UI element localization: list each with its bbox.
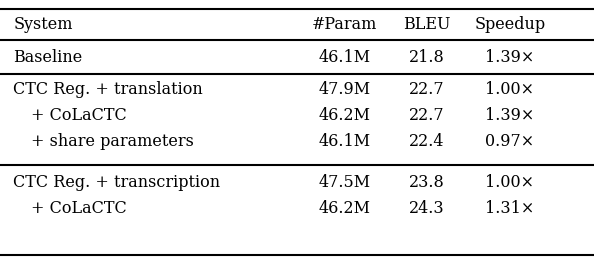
Text: 47.5M: 47.5M <box>318 174 371 191</box>
Text: System: System <box>13 16 72 33</box>
Text: + share parameters: + share parameters <box>31 133 194 150</box>
Text: 1.31×: 1.31× <box>485 200 535 217</box>
Text: 46.1M: 46.1M <box>318 49 371 66</box>
Text: 22.7: 22.7 <box>409 81 445 98</box>
Text: 1.39×: 1.39× <box>485 107 535 124</box>
Text: 46.2M: 46.2M <box>318 107 370 124</box>
Text: CTC Reg. + transcription: CTC Reg. + transcription <box>13 174 220 191</box>
Text: 1.00×: 1.00× <box>485 81 535 98</box>
Text: CTC Reg. + translation: CTC Reg. + translation <box>13 81 203 98</box>
Text: 1.00×: 1.00× <box>485 174 535 191</box>
Text: 23.8: 23.8 <box>409 174 445 191</box>
Text: 46.2M: 46.2M <box>318 200 370 217</box>
Text: Baseline: Baseline <box>13 49 83 66</box>
Text: #Param: #Param <box>312 16 377 33</box>
Text: 47.9M: 47.9M <box>318 81 371 98</box>
Text: 46.1M: 46.1M <box>318 133 371 150</box>
Text: + CoLaCTC: + CoLaCTC <box>31 200 127 217</box>
Text: 22.7: 22.7 <box>409 107 445 124</box>
Text: 0.97×: 0.97× <box>485 133 535 150</box>
Text: 24.3: 24.3 <box>409 200 445 217</box>
Text: 1.39×: 1.39× <box>485 49 535 66</box>
Text: 21.8: 21.8 <box>409 49 445 66</box>
Text: BLEU: BLEU <box>403 16 451 33</box>
Text: + CoLaCTC: + CoLaCTC <box>31 107 127 124</box>
Text: 22.4: 22.4 <box>409 133 445 150</box>
Text: Speedup: Speedup <box>474 16 545 33</box>
